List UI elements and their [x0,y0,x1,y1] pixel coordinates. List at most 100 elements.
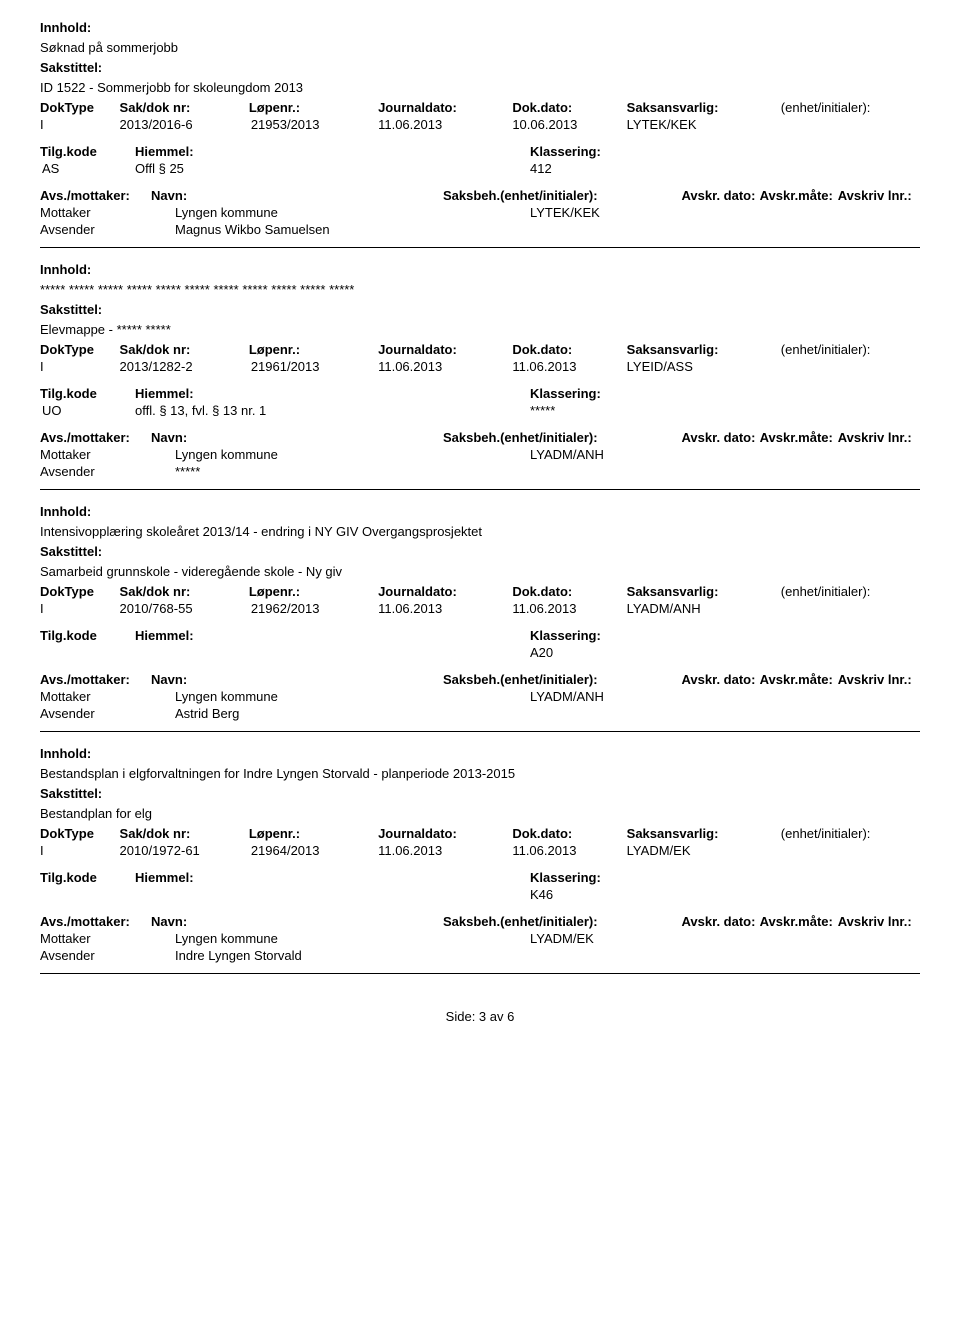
saksbeh-value: LYADM/ANH [530,447,910,462]
innhold-label: Innhold: [40,746,920,761]
mottaker-label: Mottaker [40,689,175,704]
dokrow-header: DokType Sak/dok nr: Løpenr.: Journaldato… [40,100,920,115]
record: Innhold: Søknad på sommerjobb Sakstittel… [40,20,920,237]
avskrivlnr-header: Avskriv lnr.: [838,914,920,929]
enhetinitialer-header: (enhet/initialer): [781,584,920,599]
saksansvarlig-header: Saksansvarlig: [627,826,781,841]
klassering-value: K46 [530,887,650,902]
dokdato-value: 11.06.2013 [512,359,626,374]
avskrdato-header: Avskr. dato: [682,914,760,929]
saksansvarlig-header: Saksansvarlig: [627,342,781,357]
avsmottaker-header: Avs./mottaker: [40,188,151,203]
innhold-label: Innhold: [40,504,920,519]
mottaker-row: Mottaker Lyngen kommune LYADM/ANH [40,689,920,704]
lopenr-header: Løpenr.: [249,342,378,357]
klassering-header: Klassering: [530,386,650,401]
doktype-header: DokType [40,826,120,841]
innhold-label: Innhold: [40,20,920,35]
journaldato-value: 11.06.2013 [378,117,512,132]
avsender-navn: Astrid Berg [175,706,530,721]
innhold-value: Søknad på sommerjobb [40,40,920,55]
tilgrow-data: A20 [40,645,920,660]
dokrow-header: DokType Sak/dok nr: Løpenr.: Journaldato… [40,584,920,599]
tilgrow-header: Tilg.kode Hiemmel: Klassering: [40,144,920,159]
klassering-value: 412 [530,161,650,176]
saksbeh-value: LYADM/ANH [530,689,910,704]
sakstittel-label: Sakstittel: [40,786,920,801]
navn-header: Navn: [151,672,443,687]
hjemmel-value: Offl § 25 [135,161,530,176]
saksansvarlig-value: LYTEK/KEK [627,117,781,132]
page-footer: Side: 3 av 6 [40,1009,920,1024]
journaldato-header: Journaldato: [378,826,512,841]
navn-header: Navn: [151,188,443,203]
tilgrow-header: Tilg.kode Hiemmel: Klassering: [40,386,920,401]
record-separator [40,973,920,974]
mottaker-row: Mottaker Lyngen kommune LYADM/ANH [40,447,920,462]
hjemmel-header: Hiemmel: [135,144,530,159]
hjemmel-header: Hiemmel: [135,386,530,401]
avskrmate-header: Avskr.måte: [760,430,838,445]
doktype-header: DokType [40,342,120,357]
saksansvarlig-value: LYADM/EK [627,843,781,858]
record: Innhold: Intensivopplæring skoleåret 201… [40,504,920,721]
record-separator [40,489,920,490]
tilgrow-data: UO offl. § 13, fvl. § 13 nr. 1 ***** [40,403,920,418]
innhold-label: Innhold: [40,262,920,277]
sakdoknr-value: 2013/1282-2 [120,359,249,374]
tilgrow-header: Tilg.kode Hiemmel: Klassering: [40,628,920,643]
saksansvarlig-value: LYADM/ANH [627,601,781,616]
mottaker-label: Mottaker [40,205,175,220]
klassering-value: ***** [530,403,650,418]
avskrmate-header: Avskr.måte: [760,672,838,687]
dokrow-data: I 2013/2016-6 21953/2013 11.06.2013 10.0… [40,117,920,132]
tilgrow-data: AS Offl § 25 412 [40,161,920,176]
sakdoknr-value: 2010/768-55 [120,601,249,616]
sakstittel-label: Sakstittel: [40,302,920,317]
saksansvarlig-header: Saksansvarlig: [627,100,781,115]
tilgkode-value: AS [40,161,135,176]
doktype-header: DokType [40,584,120,599]
journaldato-header: Journaldato: [378,100,512,115]
mottaker-label: Mottaker [40,931,175,946]
sakdoknr-value: 2010/1972-61 [120,843,249,858]
avsrow-header: Avs./mottaker: Navn: Saksbeh.(enhet/init… [40,672,920,687]
avskrivlnr-header: Avskriv lnr.: [838,430,920,445]
avsender-row: Avsender Astrid Berg [40,706,920,721]
avskrivlnr-header: Avskriv lnr.: [838,188,920,203]
journaldato-value: 11.06.2013 [378,843,512,858]
sakstittel-label: Sakstittel: [40,544,920,559]
journaldato-header: Journaldato: [378,584,512,599]
journaldato-value: 11.06.2013 [378,601,512,616]
lopenr-value: 21953/2013 [249,117,378,132]
dokdato-value: 11.06.2013 [512,601,626,616]
saksansvarlig-value: LYEID/ASS [627,359,781,374]
avskrivlnr-header: Avskriv lnr.: [838,672,920,687]
avsender-row: Avsender Indre Lyngen Storvald [40,948,920,963]
sakstittel-value: ID 1522 - Sommerjobb for skoleungdom 201… [40,80,920,95]
tilgkode-value [40,887,135,902]
doktype-value: I [40,843,120,858]
sakstittel-label: Sakstittel: [40,60,920,75]
innhold-value: Bestandsplan i elgforvaltningen for Indr… [40,766,920,781]
dokdato-value: 11.06.2013 [512,843,626,858]
tilgkode-value [40,645,135,660]
avsrow-header: Avs./mottaker: Navn: Saksbeh.(enhet/init… [40,188,920,203]
enhetinitialer-header: (enhet/initialer): [781,100,920,115]
journaldato-value: 11.06.2013 [378,359,512,374]
doktype-header: DokType [40,100,120,115]
avsender-row: Avsender Magnus Wikbo Samuelsen [40,222,920,237]
avsmottaker-header: Avs./mottaker: [40,914,151,929]
saksbeh-header: Saksbeh.(enhet/initialer): [443,430,682,445]
record: Innhold: Bestandsplan i elgforvaltningen… [40,746,920,963]
dokrow-data: I 2013/1282-2 21961/2013 11.06.2013 11.0… [40,359,920,374]
enhetinitialer-header: (enhet/initialer): [781,826,920,841]
lopenr-value: 21964/2013 [249,843,378,858]
dokdato-header: Dok.dato: [512,826,626,841]
mottaker-navn: Lyngen kommune [175,205,530,220]
sakdoknr-header: Sak/dok nr: [120,826,249,841]
avskrmate-header: Avskr.måte: [760,914,838,929]
tilgkode-header: Tilg.kode [40,628,135,643]
navn-header: Navn: [151,430,443,445]
sakstittel-value: Bestandplan for elg [40,806,920,821]
